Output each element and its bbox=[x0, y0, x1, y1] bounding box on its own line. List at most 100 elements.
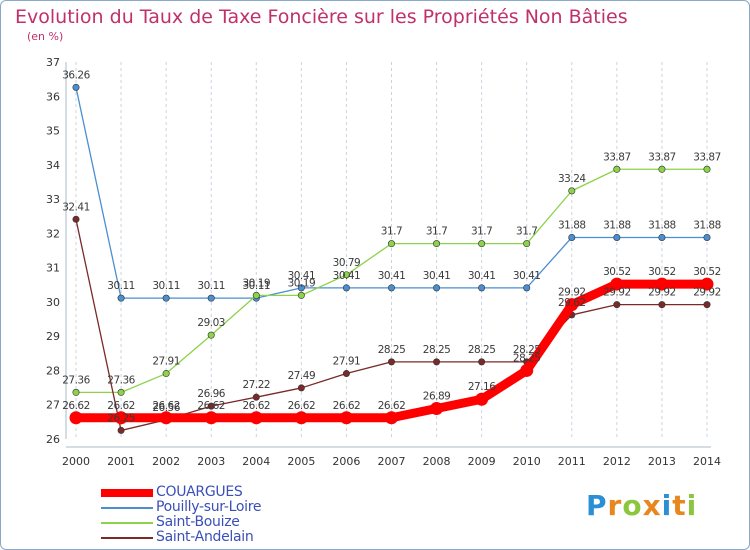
x-tick-label: 2014 bbox=[693, 455, 721, 468]
data-point bbox=[658, 233, 666, 241]
data-label: 31.88 bbox=[648, 219, 676, 231]
data-label: 33.87 bbox=[648, 151, 676, 163]
data-point bbox=[703, 165, 711, 173]
data-label: 29.62 bbox=[558, 297, 586, 309]
data-label: 31.7 bbox=[471, 226, 492, 238]
data-point bbox=[252, 291, 260, 299]
x-tick-label: 2006 bbox=[332, 455, 360, 468]
data-label: 30.41 bbox=[333, 270, 361, 282]
data-label: 30.41 bbox=[423, 270, 451, 282]
x-tick-label: 2010 bbox=[513, 455, 541, 468]
data-label: 26.96 bbox=[197, 388, 225, 400]
data-point bbox=[252, 393, 260, 401]
legend-label: Saint-Andelain bbox=[156, 529, 254, 545]
data-label: 27.16 bbox=[468, 381, 496, 393]
data-label: 26.62 bbox=[243, 400, 271, 412]
x-tick-label: 2002 bbox=[152, 455, 180, 468]
data-label: 36.26 bbox=[62, 69, 90, 81]
y-tick-label: 36 bbox=[46, 90, 60, 103]
data-label: 27.91 bbox=[152, 356, 180, 368]
y-tick-label: 33 bbox=[46, 193, 60, 206]
data-label: 29.92 bbox=[603, 287, 631, 299]
data-label: 26.62 bbox=[378, 400, 406, 412]
data-label: 30.11 bbox=[107, 280, 135, 292]
data-point bbox=[117, 426, 125, 434]
data-point bbox=[478, 284, 486, 292]
data-point bbox=[430, 401, 444, 415]
data-label: 26.62 bbox=[333, 400, 361, 412]
data-point bbox=[613, 301, 621, 309]
x-tick-label: 2007 bbox=[378, 455, 406, 468]
unit-label: (en %) bbox=[27, 30, 64, 43]
data-label: 30.52 bbox=[693, 266, 721, 278]
data-point bbox=[297, 291, 305, 299]
data-point bbox=[658, 165, 666, 173]
x-tick-label: 2003 bbox=[197, 455, 225, 468]
data-point bbox=[72, 388, 80, 396]
legend-swatch bbox=[101, 507, 153, 509]
x-tick-label: 2005 bbox=[287, 455, 315, 468]
data-label: 30.11 bbox=[197, 280, 225, 292]
data-label: 26.62 bbox=[62, 400, 90, 412]
y-tick-label: 35 bbox=[46, 125, 60, 138]
data-label: 29.92 bbox=[693, 287, 721, 299]
data-point bbox=[69, 411, 83, 425]
x-tick-label: 2011 bbox=[558, 455, 586, 468]
data-point bbox=[433, 358, 441, 366]
data-label: 32.41 bbox=[62, 201, 90, 213]
data-label: 27.36 bbox=[107, 374, 135, 386]
data-label: 31.7 bbox=[516, 226, 537, 238]
data-point bbox=[342, 370, 350, 378]
data-label: 28.25 bbox=[513, 344, 541, 356]
data-label: 27.36 bbox=[62, 374, 90, 386]
data-label: 30.11 bbox=[152, 280, 180, 292]
data-point bbox=[433, 284, 441, 292]
data-point bbox=[342, 284, 350, 292]
y-tick-label: 37 bbox=[46, 56, 60, 69]
data-label: 31.7 bbox=[426, 226, 447, 238]
data-label: 33.24 bbox=[558, 173, 586, 185]
logo-letter: P bbox=[586, 489, 608, 522]
data-label: 28.25 bbox=[468, 344, 496, 356]
logo-letter: r bbox=[607, 489, 623, 522]
data-label: 26.62 bbox=[152, 400, 180, 412]
data-label: 33.87 bbox=[693, 151, 721, 163]
y-tick-label: 27 bbox=[46, 399, 60, 412]
data-label: 26.56 bbox=[152, 402, 180, 414]
logo-letter: x bbox=[642, 489, 662, 522]
data-label: 28.25 bbox=[423, 344, 451, 356]
data-label: 30.41 bbox=[288, 270, 316, 282]
data-label: 30.41 bbox=[468, 270, 496, 282]
data-point bbox=[700, 277, 714, 291]
logo-letter: i bbox=[661, 489, 673, 522]
data-label: 31.88 bbox=[693, 219, 721, 231]
chart-title: Evolution du Taux de Taxe Foncière sur l… bbox=[15, 6, 628, 28]
data-point bbox=[655, 277, 669, 291]
data-label: 26.89 bbox=[423, 390, 451, 402]
logo-letter: i bbox=[686, 489, 698, 522]
legend-label: COUARGUES bbox=[156, 484, 243, 500]
data-point bbox=[568, 187, 576, 195]
legend-swatch bbox=[101, 537, 153, 539]
data-point bbox=[114, 411, 128, 425]
logo-letter: o bbox=[622, 489, 643, 522]
data-label: 30.41 bbox=[513, 270, 541, 282]
data-label: 26.62 bbox=[107, 400, 135, 412]
data-label: 30.19 bbox=[243, 277, 271, 289]
data-label: 31.88 bbox=[558, 219, 586, 231]
x-tick-label: 2013 bbox=[648, 455, 676, 468]
data-point bbox=[339, 411, 353, 425]
data-point bbox=[433, 240, 441, 248]
data-point bbox=[565, 298, 579, 312]
data-label: 26.25 bbox=[107, 412, 135, 424]
logo-letter: t bbox=[672, 489, 687, 522]
data-point bbox=[207, 294, 215, 302]
y-tick-label: 30 bbox=[46, 296, 60, 309]
data-label: 27.22 bbox=[243, 379, 271, 391]
data-point bbox=[568, 233, 576, 241]
data-label: 27.91 bbox=[333, 356, 361, 368]
legend-swatch bbox=[101, 489, 153, 497]
data-point bbox=[478, 240, 486, 248]
